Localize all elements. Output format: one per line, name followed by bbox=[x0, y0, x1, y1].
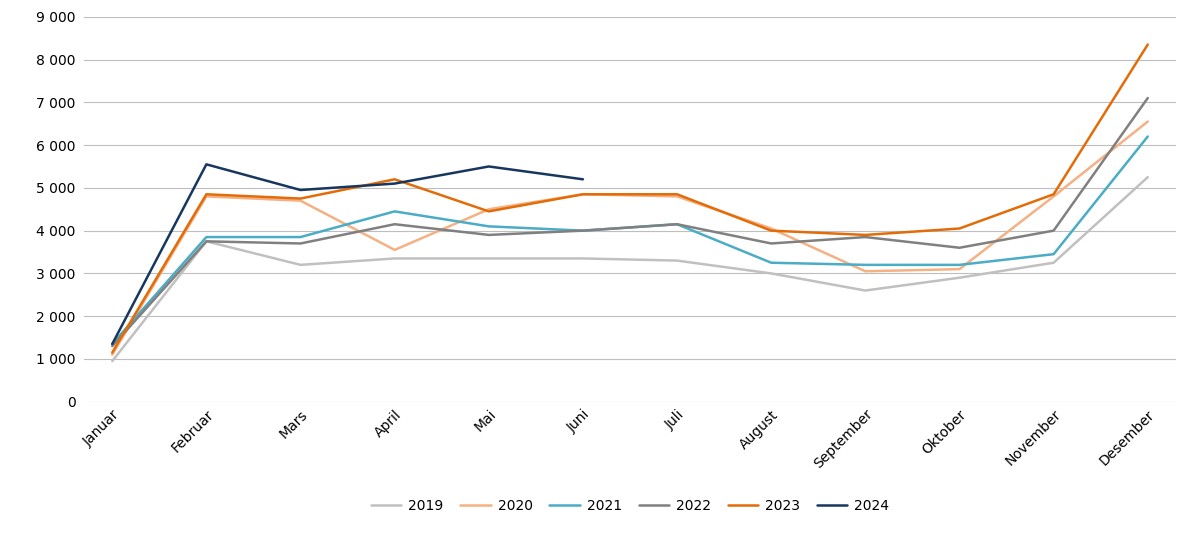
2022 bbox=[293, 240, 307, 247]
2022 bbox=[388, 221, 402, 228]
2022 bbox=[481, 232, 496, 238]
2024 bbox=[388, 180, 402, 187]
2019 bbox=[670, 257, 684, 264]
2021 bbox=[293, 234, 307, 240]
2020 bbox=[293, 198, 307, 204]
2023 bbox=[388, 176, 402, 182]
2024 bbox=[199, 161, 214, 167]
2023 bbox=[1046, 191, 1061, 198]
2024 bbox=[293, 186, 307, 194]
2024 bbox=[576, 176, 590, 182]
2021 bbox=[953, 262, 967, 268]
2019 bbox=[576, 255, 590, 262]
2021 bbox=[858, 262, 872, 268]
2021 bbox=[1046, 251, 1061, 258]
2021 bbox=[481, 223, 496, 230]
2022 bbox=[576, 227, 590, 234]
2020 bbox=[199, 193, 214, 200]
Line: 2021: 2021 bbox=[113, 137, 1147, 344]
2020 bbox=[858, 268, 872, 275]
2021 bbox=[764, 259, 779, 266]
2022 bbox=[106, 343, 120, 349]
2023 bbox=[481, 208, 496, 215]
2019 bbox=[858, 287, 872, 294]
Legend: 2019, 2020, 2021, 2022, 2023, 2024: 2019, 2020, 2021, 2022, 2023, 2024 bbox=[365, 493, 895, 518]
2020 bbox=[388, 247, 402, 253]
2019 bbox=[199, 238, 214, 245]
2020 bbox=[764, 225, 779, 232]
2024 bbox=[481, 163, 496, 170]
2023 bbox=[293, 195, 307, 202]
2021 bbox=[199, 234, 214, 240]
2019 bbox=[764, 270, 779, 277]
2020 bbox=[670, 193, 684, 200]
2023 bbox=[106, 349, 120, 356]
2021 bbox=[388, 208, 402, 215]
2022 bbox=[764, 240, 779, 247]
2019 bbox=[481, 255, 496, 262]
2022 bbox=[1046, 227, 1061, 234]
2021 bbox=[106, 340, 120, 347]
Line: 2022: 2022 bbox=[113, 98, 1147, 346]
2022 bbox=[670, 221, 684, 228]
2019 bbox=[293, 262, 307, 268]
2021 bbox=[576, 227, 590, 234]
2020 bbox=[1046, 193, 1061, 200]
Line: 2023: 2023 bbox=[113, 45, 1147, 353]
2022 bbox=[1140, 95, 1154, 102]
2020 bbox=[106, 352, 120, 358]
2020 bbox=[576, 191, 590, 198]
2019 bbox=[106, 358, 120, 364]
2023 bbox=[953, 225, 967, 232]
2024 bbox=[106, 340, 120, 347]
2023 bbox=[858, 232, 872, 238]
2023 bbox=[1140, 41, 1154, 48]
2021 bbox=[670, 221, 684, 228]
Line: 2019: 2019 bbox=[113, 177, 1147, 361]
Line: 2024: 2024 bbox=[113, 164, 583, 344]
2023 bbox=[764, 227, 779, 234]
2019 bbox=[388, 255, 402, 262]
2019 bbox=[1046, 259, 1061, 266]
2022 bbox=[199, 238, 214, 245]
2020 bbox=[1140, 118, 1154, 125]
2021 bbox=[1140, 133, 1154, 140]
2023 bbox=[199, 191, 214, 198]
2023 bbox=[670, 191, 684, 198]
2022 bbox=[953, 244, 967, 251]
2020 bbox=[481, 206, 496, 213]
2022 bbox=[858, 234, 872, 240]
2019 bbox=[1140, 174, 1154, 180]
2020 bbox=[953, 266, 967, 272]
Line: 2020: 2020 bbox=[113, 122, 1147, 355]
2023 bbox=[576, 191, 590, 198]
2019 bbox=[953, 275, 967, 281]
